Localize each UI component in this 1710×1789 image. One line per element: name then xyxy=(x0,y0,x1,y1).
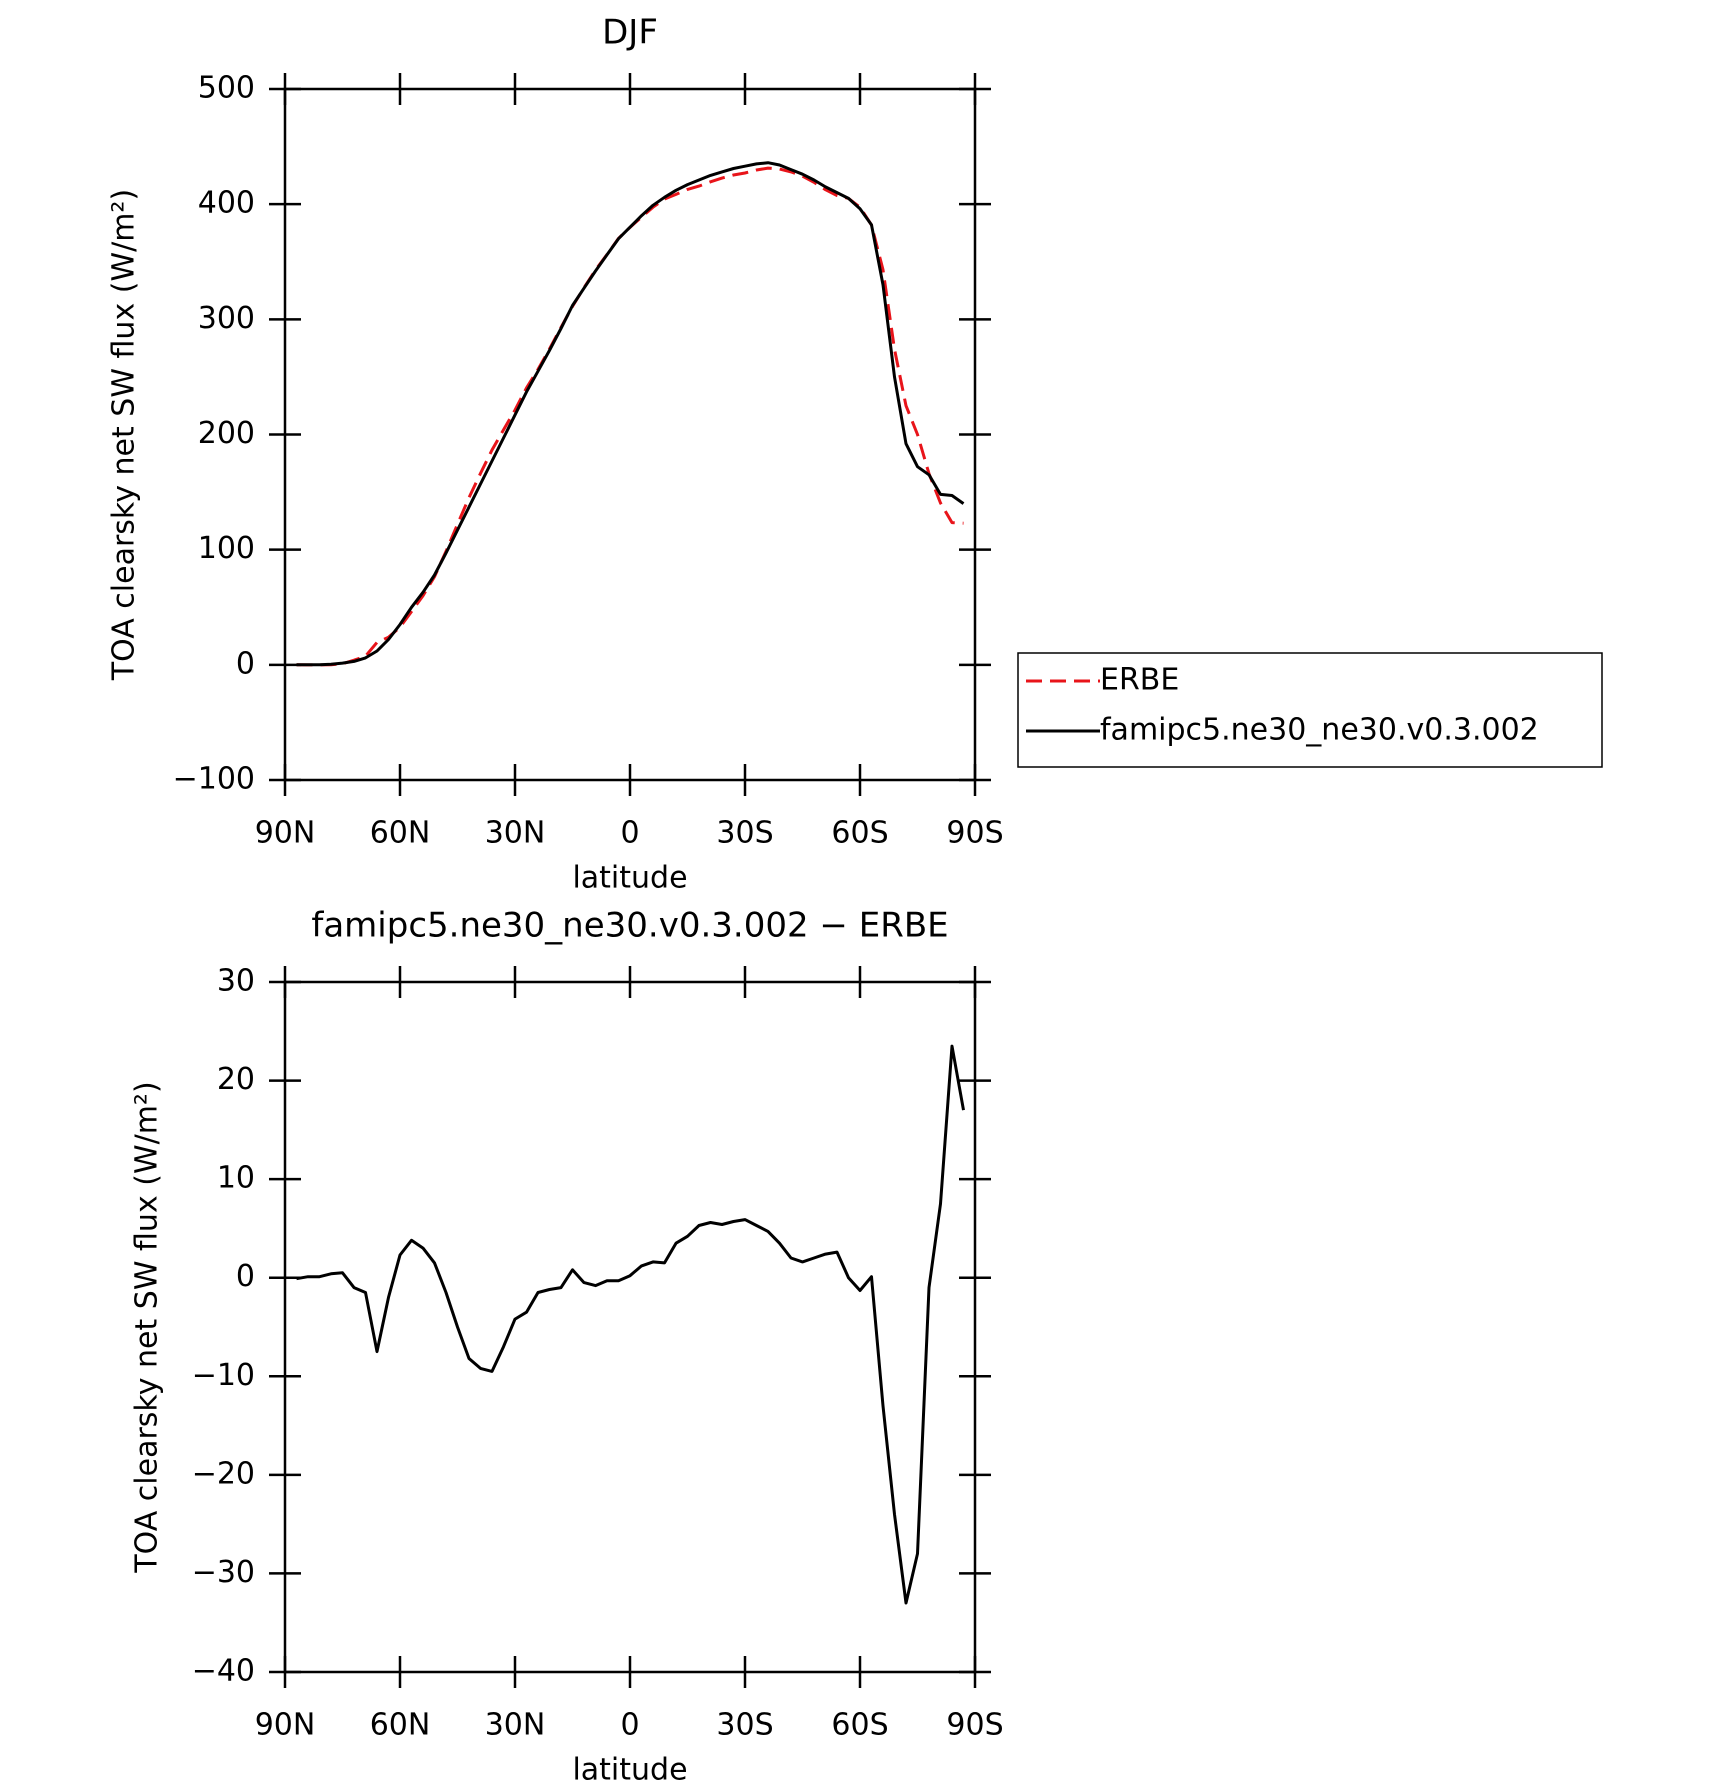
y-tick-label: 400 xyxy=(198,186,255,221)
x-tick-label: 30N xyxy=(485,816,546,851)
y-tick-label: −10 xyxy=(192,1358,255,1393)
y-tick-label: 10 xyxy=(217,1161,255,1196)
data-line xyxy=(296,166,964,667)
data-line xyxy=(296,161,965,667)
x-tick-label: 0 xyxy=(620,816,639,851)
y-tick-label: 20 xyxy=(217,1062,255,1097)
y-tick-label: 200 xyxy=(198,416,255,451)
x-tick-label: 90N xyxy=(255,1708,316,1743)
x-tick-label: 30S xyxy=(716,816,773,851)
y-tick-label: 30 xyxy=(217,964,255,999)
x-tick-label: 60N xyxy=(370,1708,431,1743)
y-tick-label: −20 xyxy=(192,1456,255,1491)
x-tick-label: 90S xyxy=(946,816,1003,851)
x-tick-label: 0 xyxy=(620,1708,639,1743)
x-tick-label: 60S xyxy=(831,1708,888,1743)
legend-label: ERBE xyxy=(1100,663,1179,698)
y-axis-label: TOA clearsky net SW flux (W/m²) xyxy=(107,189,142,681)
y-tick-label: 300 xyxy=(198,301,255,336)
chart-title: DJF xyxy=(602,13,658,53)
data-line xyxy=(296,1044,965,1605)
chart-title: famipc5.ne30_ne30.v0.3.002 − ERBE xyxy=(311,906,948,946)
y-tick-label: 0 xyxy=(236,646,255,681)
x-axis-label: latitude xyxy=(572,1753,687,1788)
y-tick-label: 500 xyxy=(198,71,255,106)
x-tick-label: 30S xyxy=(716,1708,773,1743)
y-tick-label: 0 xyxy=(236,1259,255,1294)
y-axis-label: TOA clearsky net SW flux (W/m²) xyxy=(130,1081,165,1573)
x-tick-label: 90N xyxy=(255,816,316,851)
x-tick-label: 60S xyxy=(831,816,888,851)
legend-label: famipc5.ne30_ne30.v0.3.002 xyxy=(1100,713,1539,748)
y-tick-label: −100 xyxy=(173,762,255,797)
plot-frame xyxy=(283,87,977,782)
y-tick-label: 100 xyxy=(198,531,255,566)
y-tick-label: −30 xyxy=(192,1555,255,1590)
y-tick-label: −40 xyxy=(192,1654,255,1689)
x-tick-label: 90S xyxy=(946,1708,1003,1743)
x-tick-label: 30N xyxy=(485,1708,546,1743)
x-tick-label: 60N xyxy=(370,816,431,851)
x-axis-label: latitude xyxy=(572,861,687,896)
plot-frame xyxy=(283,980,977,1674)
legend-box xyxy=(1017,652,1603,768)
